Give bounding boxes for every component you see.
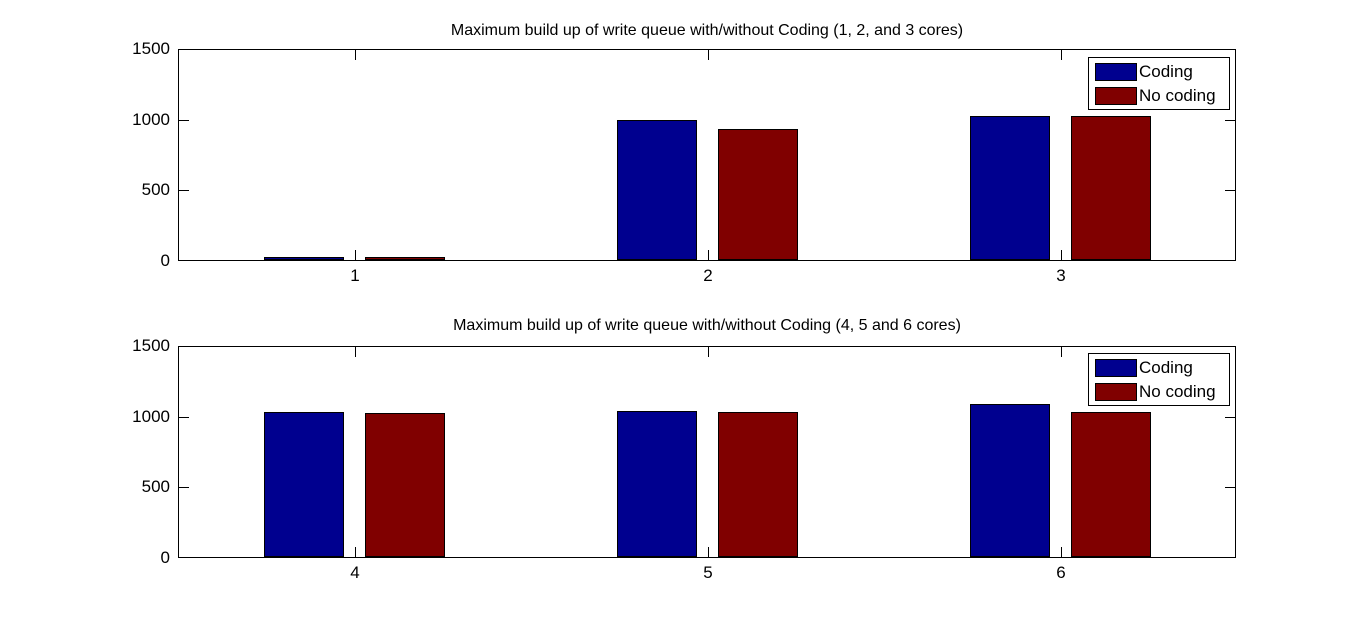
y-tick-label: 500: [141, 477, 170, 496]
legend-item-coding: Coding: [1095, 62, 1193, 82]
y-tick-label: 1500: [132, 336, 170, 355]
legend-swatch-no-coding: [1095, 383, 1137, 401]
legend-label: No coding: [1139, 382, 1216, 401]
bar-nocoding-6: [1071, 412, 1151, 557]
bar-nocoding-1: [365, 257, 445, 260]
x-tick: [355, 547, 356, 557]
y-tick-label: 1500: [132, 39, 170, 58]
y-tick-label: 500: [141, 180, 170, 199]
x-tick-label: 4: [350, 563, 360, 582]
x-tick: [355, 250, 356, 260]
legend-swatch-coding: [1095, 63, 1137, 81]
y-tick: [179, 120, 189, 121]
bar-coding-2: [617, 120, 697, 260]
y-tick: [1225, 487, 1235, 488]
legend-swatch-no-coding: [1095, 87, 1137, 105]
y-tick: [1225, 120, 1235, 121]
legend-item-no-coding: No coding: [1095, 86, 1216, 106]
y-tick-label: 1000: [132, 110, 170, 129]
legend-item-coding: Coding: [1095, 358, 1193, 378]
bar-coding-4: [264, 412, 344, 557]
y-tick: [1225, 190, 1235, 191]
legend: Coding No coding: [1088, 57, 1230, 110]
bar-coding-6: [970, 404, 1050, 557]
x-tick: [355, 50, 356, 60]
legend-label: No coding: [1139, 86, 1216, 105]
y-tick-label: 1000: [132, 407, 170, 426]
y-tick: [179, 190, 189, 191]
bar-coding-5: [617, 411, 697, 557]
chart-title: Maximum build up of write queue with/wit…: [450, 22, 964, 39]
y-tick: [1225, 417, 1235, 418]
bar-nocoding-4: [365, 413, 445, 557]
legend-item-no-coding: No coding: [1095, 382, 1216, 402]
legend: Coding No coding: [1088, 353, 1230, 406]
x-tick-label: 2: [703, 266, 713, 285]
chart-title: Maximum build up of write queue with/wit…: [453, 317, 961, 334]
x-tick: [1061, 347, 1062, 357]
x-tick: [708, 250, 709, 260]
x-tick-label: 6: [1056, 563, 1066, 582]
legend-swatch-coding: [1095, 359, 1137, 377]
legend-label: Coding: [1139, 62, 1193, 81]
bar-nocoding-3: [1071, 116, 1151, 260]
x-tick: [708, 347, 709, 357]
x-tick: [355, 347, 356, 357]
x-tick: [708, 50, 709, 60]
y-tick-label: 0: [160, 548, 170, 567]
legend-label: Coding: [1139, 358, 1193, 377]
x-tick: [1061, 50, 1062, 60]
plot-area: Coding No coding: [178, 49, 1236, 261]
bar-nocoding-2: [718, 129, 798, 260]
y-tick: [179, 417, 189, 418]
bar-coding-3: [970, 116, 1050, 260]
x-tick: [1061, 547, 1062, 557]
bar-coding-1: [264, 257, 344, 260]
x-tick-label: 3: [1056, 266, 1066, 285]
x-tick-label: 1: [350, 266, 360, 285]
x-tick-label: 5: [703, 563, 713, 582]
x-tick: [1061, 250, 1062, 260]
y-tick: [179, 487, 189, 488]
plot-area: Coding No coding: [178, 346, 1236, 558]
x-tick: [708, 547, 709, 557]
bar-nocoding-5: [718, 412, 798, 557]
y-tick-label: 0: [160, 251, 170, 270]
